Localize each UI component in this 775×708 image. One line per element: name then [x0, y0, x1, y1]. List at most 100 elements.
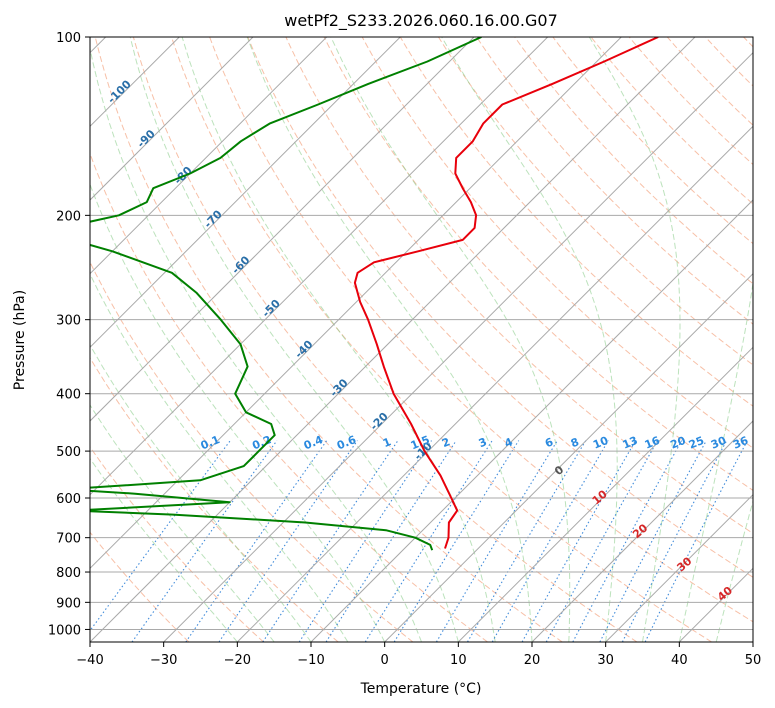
- pressure-gridlines: [90, 37, 753, 630]
- y-tick-label: 100: [56, 31, 81, 46]
- mixing-ratio-label: 3: [477, 435, 489, 450]
- moist-adiabat: [90, 272, 349, 642]
- mixing-ratio-line: [131, 440, 278, 642]
- mixing-ratio-line: [644, 440, 748, 642]
- isotherm-line: [457, 346, 753, 642]
- x-tick-label: −30: [150, 653, 177, 668]
- moist-adiabat: [90, 182, 386, 642]
- isotherm-line: [90, 37, 549, 496]
- y-tick-label: 800: [56, 566, 81, 581]
- isotherm-line: [605, 493, 753, 642]
- moist-adiabat: [330, 37, 571, 642]
- dry-adiabat: [94, 37, 563, 642]
- mixing-ratio-label: 8: [569, 435, 581, 450]
- mixing-ratio-label: 2: [440, 435, 452, 450]
- plot-frame: [89, 36, 754, 643]
- y-tick-label: 400: [56, 388, 81, 403]
- moist-adiabats: [90, 37, 753, 642]
- x-tick-label: 30: [597, 653, 614, 668]
- dry-adiabat: [247, 37, 753, 578]
- mixing-ratio-label: 1: [381, 435, 393, 450]
- isotherm-line: [90, 37, 696, 642]
- mixing-ratio-line: [393, 440, 520, 642]
- chart-title: wetPf2_S233.2026.060.16.00.G07: [284, 11, 558, 31]
- dry-adiabat: [90, 531, 190, 642]
- mixing-ratio-line: [262, 440, 399, 642]
- mixing-ratio-line: [599, 440, 707, 642]
- isotherm-label: -40: [292, 338, 315, 361]
- y-axis-ticks: 100 200 300 400 500 600 700 800 900 1000: [48, 31, 90, 638]
- isotherm-label: -70: [202, 207, 225, 230]
- y-tick-label: 500: [56, 445, 81, 460]
- moist-adiabat: [678, 280, 753, 642]
- moist-adiabat: [129, 37, 459, 642]
- dry-adiabat: [475, 37, 753, 325]
- isotherm-line: [90, 37, 328, 275]
- dry-adiabat: [552, 37, 753, 245]
- moist-adiabat: [588, 37, 681, 642]
- isotherm-label: -30: [327, 376, 350, 399]
- mixing-ratio-label: 10: [591, 434, 610, 452]
- mixing-ratio-label: 25: [687, 434, 706, 452]
- x-tick-label: 0: [381, 653, 389, 668]
- moist-adiabat: [181, 37, 496, 642]
- mixing-ratio-label: 0.4: [302, 433, 325, 452]
- x-tick-label: −20: [224, 653, 251, 668]
- x-axis-label: Temperature (°C): [360, 681, 482, 697]
- mixing-ratio-line: [325, 440, 457, 642]
- x-axis-ticks: −40 −30 −20 −10 0 10 20 30 40 50: [76, 642, 761, 668]
- moist-adiabat: [90, 343, 312, 642]
- mixing-ratio-label: 30: [709, 434, 728, 452]
- y-tick-label: 300: [56, 314, 81, 329]
- mixing-ratio-label: 16: [643, 434, 662, 452]
- isotherm-line: [90, 37, 402, 349]
- x-tick-label: 50: [745, 653, 762, 668]
- plot-area: -100-90-80-70-60-50-40-30-20-100.1 0.2 0.4…: [90, 24, 775, 642]
- isotherm-line: [90, 37, 254, 201]
- moist-adiabat: [715, 499, 753, 642]
- mixing-ratio-line: [90, 440, 231, 632]
- y-tick-label: 1000: [48, 623, 81, 638]
- moist-adiabat: [441, 37, 618, 642]
- dry-adiabat: [285, 37, 753, 535]
- isotherm-line: [384, 272, 753, 642]
- temperature-profile-line: [353, 37, 659, 549]
- mixing-ratio-line: [467, 440, 587, 642]
- mixing-ratio-line: [572, 440, 683, 642]
- isotherm-label: -20: [368, 410, 391, 433]
- mixing-ratio-line: [521, 440, 637, 642]
- dry-adiabat: [90, 446, 264, 642]
- moist-adiabat: [246, 37, 533, 642]
- y-tick-label: 700: [56, 532, 81, 547]
- y-tick-label: 200: [56, 209, 81, 224]
- dry-adiabat: [90, 152, 488, 642]
- dry-adiabat: [769, 24, 775, 642]
- mixing-ratio-label: 36: [731, 434, 750, 452]
- mixing-ratio-line: [545, 440, 659, 642]
- isotherm-line: [163, 51, 753, 642]
- isotherm-label: -100: [105, 77, 134, 106]
- theta-e-label: 30: [674, 554, 694, 574]
- x-tick-label: −10: [297, 653, 324, 668]
- x-tick-label: 20: [524, 653, 541, 668]
- isotherm-line: [752, 641, 753, 642]
- dry-adiabat: [323, 37, 753, 491]
- dry-adiabat: [628, 37, 753, 166]
- dry-adiabat: [170, 37, 712, 642]
- isotherm-line: [90, 37, 623, 570]
- theta-e-label: 10: [590, 487, 610, 507]
- mixing-ratio-line: [364, 440, 493, 642]
- isotherm-line: [531, 420, 753, 642]
- mixing-ratio-line: [491, 440, 609, 642]
- mixing-ratio-line: [185, 440, 328, 642]
- y-tick-label: 900: [56, 596, 81, 611]
- mixing-ratio-label: 13: [621, 434, 640, 452]
- dry-adiabat: [704, 37, 753, 87]
- isotherm-line: [310, 199, 753, 642]
- theta-e-label: 20: [630, 521, 650, 541]
- moist-adiabat: [90, 404, 275, 642]
- x-tick-label: −40: [76, 653, 103, 668]
- isotherm-line: [90, 37, 475, 422]
- x-tick-label: 10: [450, 653, 467, 668]
